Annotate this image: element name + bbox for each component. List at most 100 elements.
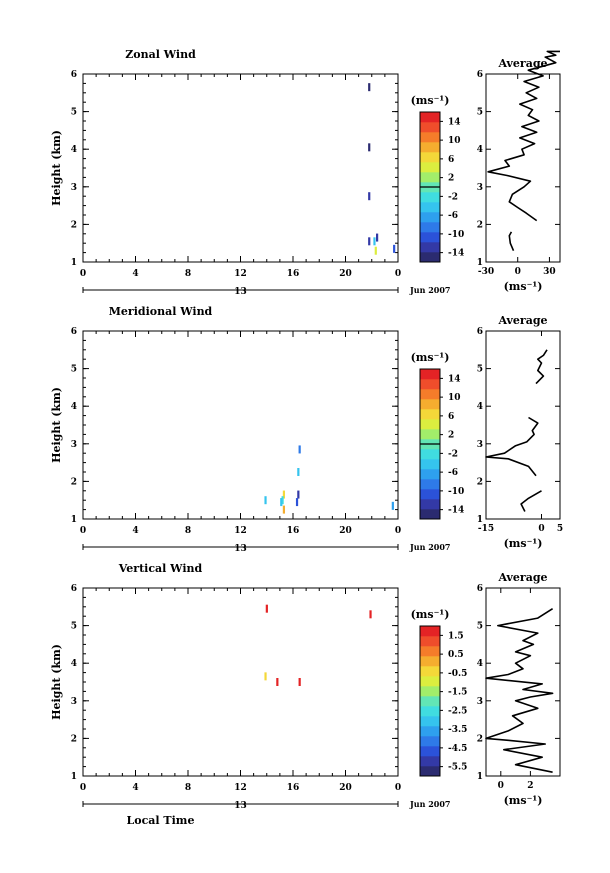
colorbar-segment — [420, 142, 440, 153]
colorbar-tick-label: 2 — [448, 174, 454, 184]
plot-frame — [82, 330, 399, 520]
colorbar-tick-label: -2.5 — [448, 706, 467, 716]
colorbar-segment — [420, 152, 440, 163]
average-y-tick-label: 2 — [477, 220, 483, 230]
colorbar-segment — [420, 449, 440, 460]
y-tick-label: 1 — [71, 772, 77, 782]
colorbar-tick-label: -0.5 — [448, 669, 467, 679]
x-tick-label: 20 — [339, 526, 352, 536]
y-axis-label: Height (km) — [50, 387, 63, 463]
x-tick-label: 8 — [185, 783, 191, 793]
colorbar-tick-label: 6 — [448, 155, 454, 165]
colorbar-tick-label: -10 — [448, 487, 464, 497]
data-point — [369, 610, 372, 619]
colorbar-segment — [420, 706, 440, 717]
chart-title: Zonal Wind — [125, 48, 196, 61]
colorbar-segment — [420, 162, 440, 173]
y-axis-label: Height (km) — [50, 644, 63, 720]
y-tick-label: 2 — [71, 220, 77, 230]
y-tick-label: 5 — [71, 365, 77, 375]
average-frame — [485, 330, 561, 520]
colorbar-segment — [420, 459, 440, 470]
colorbar-segment — [420, 429, 440, 440]
colorbar-segment — [420, 202, 440, 213]
average-frame — [485, 73, 561, 263]
colorbar-unit: (ms⁻¹) — [411, 351, 450, 364]
colorbar-segment — [420, 716, 440, 727]
y-tick-label: 4 — [71, 402, 77, 412]
colorbar-segment — [420, 469, 440, 480]
average-x-tick-label: 5 — [557, 524, 563, 534]
average-x-tick-label: 30 — [543, 267, 556, 277]
colorbar-tick-label: 10 — [448, 136, 461, 146]
data-point — [280, 498, 283, 507]
chart-title: Meridional Wind — [109, 305, 213, 318]
x-tick-label: 0 — [80, 783, 86, 793]
day-label: 13 — [234, 287, 247, 297]
data-point — [265, 604, 268, 613]
x-tick-label: 16 — [287, 269, 300, 279]
average-title: Average — [497, 314, 547, 327]
data-point — [391, 501, 394, 510]
colorbar-segment — [420, 489, 440, 500]
data-point — [297, 468, 300, 476]
average-y-tick-label: 4 — [477, 659, 483, 669]
colorbar-segment — [420, 242, 440, 253]
y-axis-label: Height (km) — [50, 130, 63, 206]
colorbar-segment — [420, 746, 440, 757]
average-y-tick-label: 4 — [477, 402, 483, 412]
y-tick-label: 4 — [71, 659, 77, 669]
colorbar-segment — [420, 369, 440, 380]
colorbar-segment — [420, 192, 440, 203]
colorbar-segment — [420, 409, 440, 420]
average-x-label: (ms⁻¹) — [504, 537, 543, 550]
colorbar-segment — [420, 399, 440, 410]
colorbar-segment — [420, 112, 440, 123]
colorbar-segment — [420, 499, 440, 510]
data-point — [298, 678, 301, 686]
average-y-tick-label: 2 — [477, 734, 483, 744]
average-x-tick-label: -30 — [478, 267, 494, 277]
colorbar-segment — [420, 509, 440, 520]
colorbar-segment — [420, 686, 440, 697]
x-tick-label: 0 — [80, 269, 86, 279]
x-tick-label: 0 — [395, 526, 401, 536]
colorbar-tick-label: 1.5 — [448, 631, 464, 641]
colorbar-segment — [420, 122, 440, 133]
colorbar-segment — [420, 736, 440, 747]
colorbar-tick-label: -10 — [448, 230, 464, 240]
average-profile-line — [485, 608, 554, 773]
data-point — [368, 83, 371, 92]
data-point — [373, 237, 376, 246]
colorbar-tick-label: 6 — [448, 412, 454, 422]
colorbar-segment — [420, 212, 440, 223]
colorbar-segment — [420, 696, 440, 707]
colorbar-tick-label: -6 — [448, 211, 458, 221]
data-point — [282, 490, 286, 499]
colorbar-unit: (ms⁻¹) — [411, 94, 450, 107]
average-x-tick-label: 0 — [538, 524, 544, 534]
x-tick-label: 4 — [132, 269, 138, 279]
colorbar-segment — [420, 419, 440, 430]
data-point — [393, 244, 396, 253]
colorbar-segment — [420, 379, 440, 390]
colorbar-segment — [420, 479, 440, 490]
average-y-tick-label: 5 — [477, 622, 483, 632]
colorbar-segment — [420, 766, 440, 777]
x-tick-label: 0 — [395, 783, 401, 793]
plot-frame — [82, 73, 399, 263]
colorbar-segment — [420, 676, 440, 687]
average-x-tick-label: 0 — [515, 267, 521, 277]
average-y-tick-label: 3 — [477, 697, 483, 707]
average-y-tick-label: 5 — [477, 365, 483, 375]
x-tick-label: 4 — [132, 783, 138, 793]
data-point — [281, 496, 284, 505]
average-y-tick-label: 6 — [477, 584, 483, 594]
colorbar-segment — [420, 252, 440, 263]
x-tick-label: 8 — [185, 269, 191, 279]
x-tick-label: 12 — [234, 526, 247, 536]
x-axis-label: Local Time — [127, 814, 195, 827]
average-profile-line — [485, 349, 548, 512]
data-point — [297, 490, 300, 499]
average-title: Average — [497, 571, 547, 584]
